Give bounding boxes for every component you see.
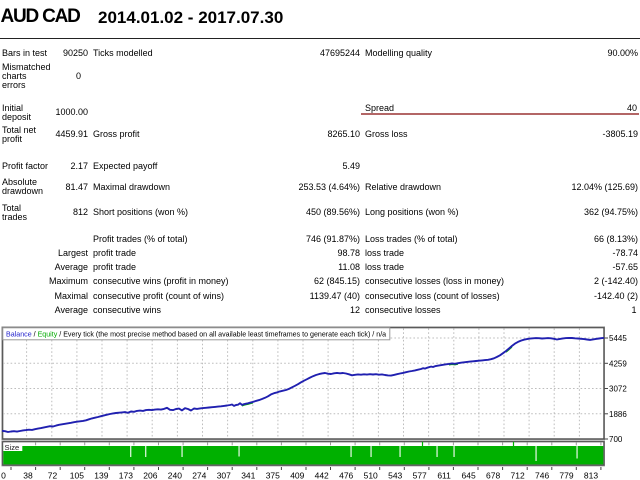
svg-text:240: 240 [168, 471, 182, 480]
svg-text:746: 746 [535, 471, 549, 480]
svg-text:0: 0 [1, 471, 6, 480]
svg-text:206: 206 [143, 471, 157, 480]
svg-text:678: 678 [486, 471, 500, 480]
svg-text:577: 577 [413, 471, 427, 480]
svg-text:611: 611 [437, 471, 451, 480]
svg-text:72: 72 [48, 471, 58, 480]
svg-text:5445: 5445 [609, 334, 627, 343]
svg-text:3072: 3072 [609, 385, 627, 394]
svg-text:38: 38 [23, 471, 33, 480]
svg-text:543: 543 [388, 471, 402, 480]
svg-text:Size: Size [5, 443, 20, 452]
svg-text:645: 645 [462, 471, 476, 480]
svg-text:139: 139 [94, 471, 108, 480]
svg-text:Balance / Equity / Every tick: Balance / Equity / Every tick (the most … [6, 330, 386, 338]
svg-text:173: 173 [119, 471, 133, 480]
svg-text:105: 105 [70, 471, 84, 480]
svg-text:712: 712 [511, 471, 525, 480]
svg-text:4259: 4259 [609, 359, 627, 368]
svg-text:375: 375 [266, 471, 280, 480]
svg-text:341: 341 [241, 471, 255, 480]
svg-text:409: 409 [290, 471, 304, 480]
svg-text:813: 813 [584, 471, 598, 480]
svg-text:307: 307 [217, 471, 231, 480]
svg-text:779: 779 [559, 471, 573, 480]
svg-text:476: 476 [339, 471, 353, 480]
svg-text:274: 274 [192, 471, 206, 480]
svg-text:1886: 1886 [609, 410, 627, 419]
svg-text:442: 442 [315, 471, 329, 480]
svg-text:700: 700 [609, 435, 623, 444]
svg-text:510: 510 [364, 471, 378, 480]
